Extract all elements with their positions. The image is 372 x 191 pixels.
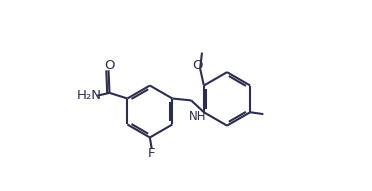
- Text: H₂N: H₂N: [76, 89, 101, 102]
- Text: F: F: [148, 147, 155, 160]
- Text: NH: NH: [189, 110, 206, 123]
- Text: O: O: [192, 59, 203, 72]
- Text: O: O: [104, 59, 115, 72]
